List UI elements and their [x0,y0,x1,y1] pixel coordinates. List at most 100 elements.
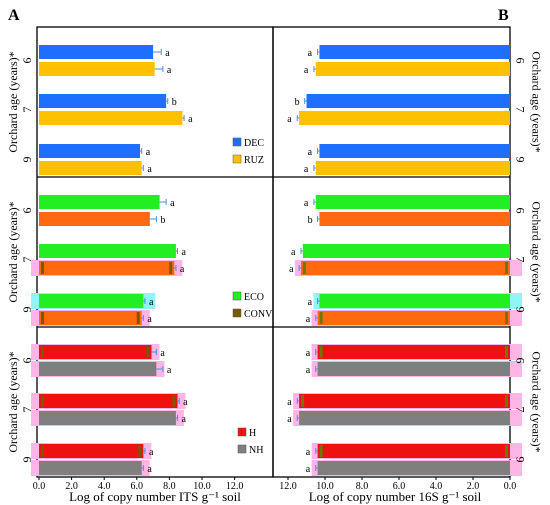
bar-inner-end-0-1-2-1 [136,312,140,324]
bar-B-ECO-7 [302,244,510,258]
x-tick-A-6: 12.0 [226,481,244,492]
panel-label-a: A [8,7,20,24]
bar-B-CONV-6 [319,212,510,226]
bar-A-RUZ-6 [39,62,155,76]
bar-A-RUZ-7 [39,111,183,125]
legend-swatch-RUZ [232,154,242,164]
significance-letter-1-1-1-0: a [291,247,296,258]
x-tick-B-3: 6.0 [393,481,406,492]
bar-A-CONV-9 [39,311,142,325]
bar-A-CONV-7 [39,261,175,275]
significance-letter-0-0-0-1: a [167,65,172,76]
significance-letter-1-2-0-0: a [306,348,311,359]
category-label-A-herbicide-6: 6 [20,358,34,364]
bar-A-NH-9 [39,461,142,475]
y-axis-label-B-tillage: Orchard age (years)* [529,51,543,152]
x-tick-A-5: 10.0 [193,481,211,492]
category-label-A-herbicide-7: 7 [20,407,34,413]
bar-A-H-6 [39,345,152,359]
x-axis-label-B: Log of copy number 16S g⁻¹ soil [309,489,482,504]
x-tick-B-4: 4.0 [430,481,443,492]
y-axis-label-B-management: Orchard age (years)* [529,201,543,302]
category-label-A-management-9: 9 [20,307,34,313]
significance-letter-0-2-1-0: a [183,397,188,408]
significance-letter-0-1-0-1: b [160,215,165,226]
significance-letter-1-2-1-1: a [287,414,292,425]
significance-letter-0-1-2-0: a [149,297,154,308]
bar-inner-start-0-2-2-0 [41,445,44,457]
x-tick-A-4: 8.0 [163,481,176,492]
bar-A-H-7 [39,394,178,408]
significance-letter-0-2-2-1: a [147,464,152,475]
significance-letter-1-2-1-0: a [287,397,292,408]
bar-A-DEC-7 [39,94,167,108]
y-axis-label-A-tillage: Orchard age (years)* [6,51,20,152]
category-label-B-herbicide-6: 6 [513,358,527,364]
category-label-B-management-6: 6 [513,208,527,214]
legend-swatch-DEC [232,137,242,147]
x-axis-label-A: Log of copy number ITS g⁻¹ soil [69,489,241,504]
significance-letter-1-2-2-1: a [306,464,311,475]
bar-inner-end-0-2-0-0 [146,346,150,358]
x-tick-B-2: 8.0 [356,481,369,492]
bar-A-DEC-6 [39,45,154,59]
bar-B-DEC-9 [319,144,510,158]
legend-label-CONV: CONV [244,309,273,320]
bar-B-NH-9 [317,461,510,475]
significance-letter-0-1-1-1: a [180,264,185,275]
bar-B-ECO-6 [315,195,510,209]
legend-swatch-NH [237,444,247,454]
legend-label-NH: NH [249,445,263,456]
bar-A-ECO-9 [39,294,144,308]
bar-B-H-9 [317,444,510,458]
bar-A-NH-6 [39,362,157,376]
category-label-A-tillage-7: 7 [20,107,34,113]
significance-letter-1-0-2-0: a [308,147,313,158]
x-tick-B-5: 2.0 [467,481,480,492]
x-tick-B-0: 12.0 [279,481,297,492]
legend-swatch-CONV [232,308,242,318]
significance-letter-1-0-1-1: a [287,114,292,125]
bar-B-CONV-9 [317,311,510,325]
bar-A-ECO-7 [39,244,176,258]
bar-A-NH-7 [39,411,176,425]
category-label-B-tillage-6: 6 [513,58,527,64]
significance-letter-0-2-0-0: a [160,348,165,359]
significance-letter-1-1-2-0: a [308,297,313,308]
bar-inner-start-0-1-1-1 [41,262,44,274]
bar-inner-end-0-2-1-0 [172,395,176,407]
bar-B-NH-7 [299,411,510,425]
bar-A-DEC-9 [39,144,141,158]
bar-B-DEC-7 [306,94,510,108]
significance-letter-0-0-1-0: b [172,97,177,108]
category-label-A-herbicide-9: 9 [20,457,34,463]
significance-letter-0-0-2-0: a [146,147,151,158]
bar-A-RUZ-9 [39,161,142,175]
significance-letter-1-1-0-1: b [308,215,313,226]
bar-inner-start-1-2-2-0 [319,445,323,457]
legend-swatch-H [237,427,247,437]
x-tick-A-2: 4.0 [98,481,111,492]
significance-letter-1-2-0-1: a [306,365,311,376]
category-label-A-tillage-6: 6 [20,58,34,64]
bar-A-H-9 [39,444,144,458]
bar-inner-end-1-2-2-0 [505,445,508,457]
bar-inner-start-0-2-0-0 [41,346,44,358]
bar-inner-start-1-2-1-0 [301,395,305,407]
category-label-B-management-9: 9 [513,307,527,313]
bar-inner-start-1-1-1-1 [302,262,306,274]
significance-letter-1-0-2-1: a [304,164,309,175]
bar-inner-end-0-2-2-0 [138,445,142,457]
category-label-A-management-6: 6 [20,208,34,214]
bar-B-RUZ-9 [315,161,510,175]
legend-label-DEC: DEC [244,138,264,149]
significance-letter-0-2-2-0: a [149,447,154,458]
y-axis-label-B-herbicide: Orchard age (years)* [529,351,543,452]
x-tick-A-3: 6.0 [131,481,144,492]
category-label-B-herbicide-7: 7 [513,407,527,413]
significance-letter-0-1-0-0: a [170,198,175,209]
y-axis-label-A-herbicide: Orchard age (years)* [6,351,20,452]
bar-A-CONV-6 [39,212,150,226]
